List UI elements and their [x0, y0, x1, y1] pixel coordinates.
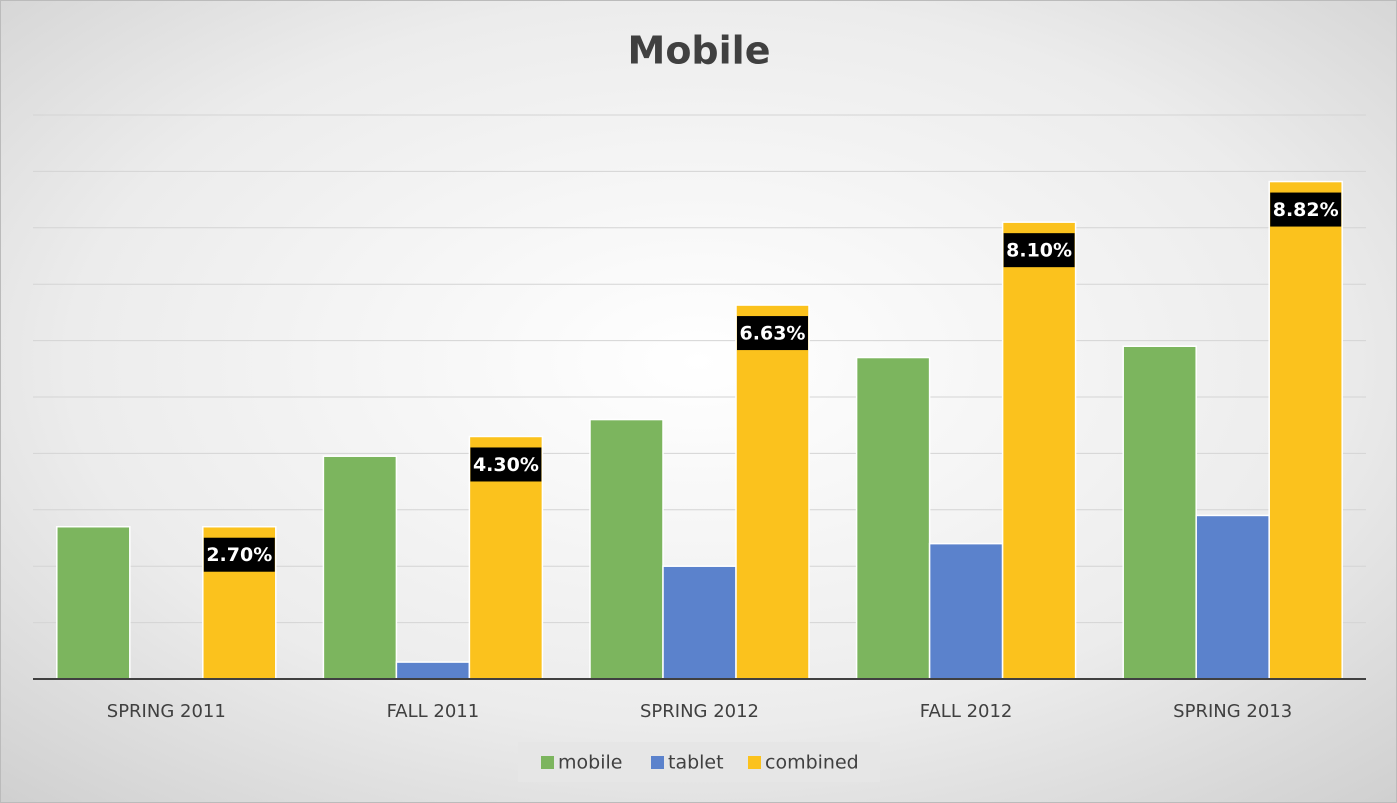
x-tick-label: FALL 2011	[387, 701, 480, 722]
bar	[589, 418, 664, 680]
data-label-box	[203, 537, 275, 572]
legend-box	[518, 742, 880, 782]
legend-label: mobile	[558, 752, 622, 774]
chart-title: Mobile	[628, 29, 771, 73]
x-tick-label: SPRING 2012	[640, 701, 759, 722]
bar	[1195, 514, 1270, 680]
bar	[56, 525, 131, 680]
x-tick-label: SPRING 2013	[1173, 701, 1292, 722]
legend-swatch	[541, 756, 554, 769]
data-label-box	[1003, 233, 1075, 268]
bar	[855, 356, 931, 680]
legend-label: tablet	[668, 752, 724, 774]
bar	[662, 565, 737, 680]
x-tick-label: SPRING 2011	[107, 701, 226, 722]
x-tick-label: FALL 2012	[920, 701, 1013, 722]
bar	[322, 455, 398, 680]
legend-swatch	[748, 756, 761, 769]
bar	[735, 304, 810, 680]
legend-swatch	[651, 756, 664, 769]
data-label: 4.30%	[473, 454, 539, 476]
data-label-box	[737, 316, 808, 351]
bar	[928, 542, 1004, 680]
data-label: 8.82%	[1273, 199, 1339, 221]
bar	[1001, 221, 1077, 680]
bar	[1268, 180, 1343, 680]
bar	[1122, 345, 1197, 680]
data-label: 8.10%	[1006, 240, 1072, 262]
data-label: 2.70%	[206, 544, 272, 566]
data-label-box	[470, 447, 542, 482]
legend-label: combined	[765, 752, 859, 774]
data-label: 6.63%	[740, 323, 806, 345]
data-label-box	[1270, 192, 1342, 227]
bar	[395, 661, 471, 680]
